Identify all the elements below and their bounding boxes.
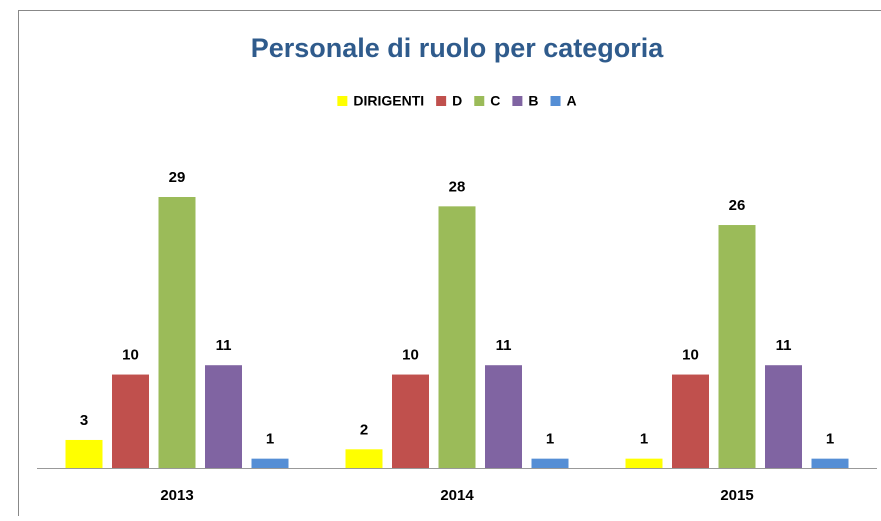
chart-title: Personale di ruolo per categoria [251,33,665,63]
data-label: 3 [80,412,88,429]
bar [812,459,849,468]
data-label: 28 [449,178,466,195]
bar [159,197,196,468]
bar [252,459,289,468]
legend-label: B [528,93,538,109]
data-label: 1 [266,431,274,448]
data-label: 10 [682,347,699,364]
data-label: 11 [776,337,792,354]
data-label: 29 [169,169,186,186]
bar [112,375,149,468]
legend-swatch [436,96,446,106]
data-label: 26 [729,197,746,214]
legend-swatch [551,96,561,106]
legend-label: D [452,93,462,109]
legend-swatch [337,96,347,106]
data-label: 1 [826,431,834,448]
legend-swatch [512,96,522,106]
data-label: 2 [360,421,368,438]
bar [66,440,103,468]
bar [672,375,709,468]
bar [626,459,663,468]
bar [532,459,569,468]
bar [205,365,242,468]
data-label: 1 [546,431,554,448]
legend-label: C [490,93,500,109]
bar [765,365,802,468]
bar [485,365,522,468]
legend-label: A [567,93,577,109]
data-label: 11 [496,337,512,354]
data-label: 10 [122,347,139,364]
bar [439,206,476,468]
bar [719,225,756,468]
x-tick-label: 2013 [160,487,193,504]
legend-label: DIRIGENTI [353,93,424,109]
data-label: 11 [216,337,232,354]
x-tick-label: 2015 [720,487,753,504]
x-tick-label: 2014 [440,487,474,504]
bar [346,449,383,468]
legend-swatch [474,96,484,106]
bar [392,375,429,468]
data-label: 10 [402,347,419,364]
data-label: 1 [640,431,648,448]
